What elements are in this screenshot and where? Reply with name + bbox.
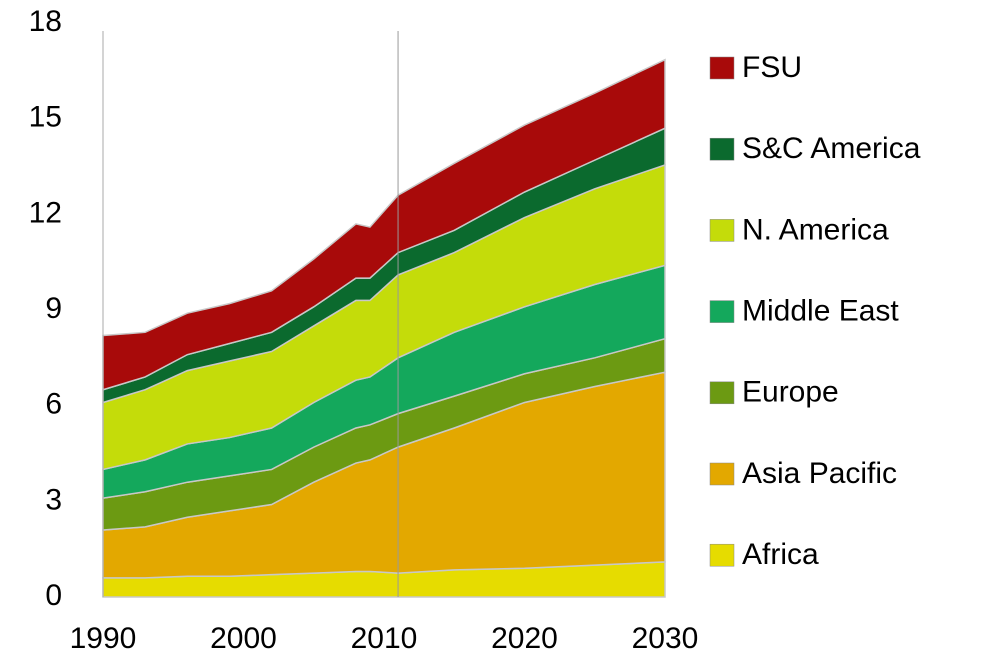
x-tick-label: 1990 bbox=[70, 622, 137, 655]
area bbox=[102, 58, 666, 391]
y-tick-label: 6 bbox=[45, 388, 62, 421]
legend-label: Africa bbox=[742, 538, 819, 571]
legend-swatch bbox=[709, 56, 735, 80]
legend-label: S&C America bbox=[742, 132, 921, 165]
legend-swatch bbox=[709, 543, 735, 567]
legend-label: Asia Pacific bbox=[742, 457, 897, 490]
legend-label: Europe bbox=[742, 376, 839, 409]
y-tick-label: 15 bbox=[29, 101, 62, 134]
legend-swatch bbox=[709, 219, 735, 242]
legend-label: Middle East bbox=[742, 295, 899, 328]
y-tick-label: 18 bbox=[29, 5, 62, 38]
x-tick-label: 2030 bbox=[632, 622, 699, 655]
legend-swatch bbox=[709, 137, 735, 161]
x-tick-label: 2020 bbox=[491, 622, 558, 655]
y-tick-label: 9 bbox=[45, 292, 62, 325]
y-tick-label: 0 bbox=[45, 579, 62, 612]
legend-label: N. America bbox=[742, 213, 889, 246]
y-tick-label: 12 bbox=[29, 196, 62, 229]
legend-swatch bbox=[709, 300, 735, 323]
y-tick-label: 3 bbox=[45, 483, 62, 516]
legend-label: FSU bbox=[742, 51, 802, 84]
x-tick-label: 2010 bbox=[351, 622, 418, 655]
x-tick-label: 2000 bbox=[210, 622, 277, 655]
legend-swatch bbox=[709, 462, 735, 486]
legend-swatch bbox=[709, 381, 735, 405]
